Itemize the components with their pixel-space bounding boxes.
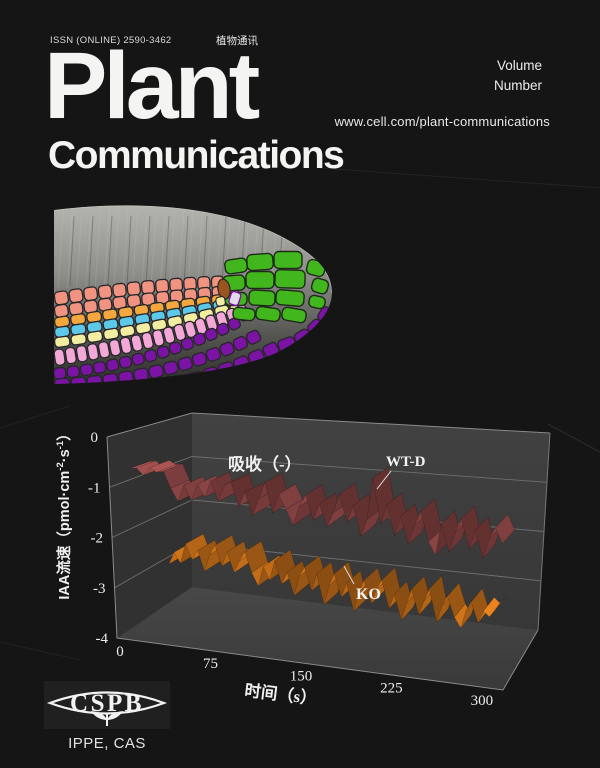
y-label-sup-1: -1: [55, 440, 67, 450]
y-label-text2: ·s: [57, 449, 73, 463]
svg-text:-4: -4: [96, 631, 109, 647]
ribbon-ko: [168, 533, 506, 629]
journal-title-line2: Communications: [48, 134, 345, 178]
affiliation-label: IPPE, CAS: [68, 735, 146, 752]
volume-number-block: Volume Number: [494, 56, 542, 95]
journal-title: Plant Communications: [44, 33, 345, 178]
y-label-text3: ）: [57, 426, 73, 441]
cell-layer-rootcap-2: [54, 329, 262, 384]
y-label-sup-2: -2: [55, 462, 67, 471]
number-label: Number: [493, 77, 542, 93]
cspb-logo: CSPB: [44, 681, 170, 729]
volume-label: Volume: [496, 58, 542, 73]
ribbon-wt-d: [129, 460, 515, 560]
series-label-wt-d: WT-D: [386, 454, 426, 470]
svg-text:-3: -3: [93, 581, 106, 597]
issn-label: ISSN (ONLINE) 2590-3462: [50, 35, 172, 46]
svg-text:150: 150: [290, 668, 313, 684]
striped-cell: [228, 290, 242, 307]
chart-axis-ticks: 0 -1 -2 -3 -4 0 75 150 225 300: [88, 430, 493, 709]
quiescent-center: [217, 278, 231, 300]
series-label-ko: KO: [356, 586, 381, 603]
svg-text:0: 0: [91, 430, 99, 446]
chart-y-axis-label: IAA流速（pmol·cm-2·s-1）: [53, 403, 75, 623]
journal-url: www.cell.com/plant-communications: [334, 114, 550, 129]
logo-lens-shape: [46, 691, 168, 715]
chart-annotation: 吸收（-）: [228, 454, 302, 474]
journal-title-line1: Plant: [44, 33, 260, 139]
svg-text:-1: -1: [88, 480, 101, 496]
logo-sprout-icon: [91, 711, 123, 726]
svg-text:300: 300: [471, 693, 494, 709]
svg-text:75: 75: [203, 656, 218, 672]
root-tip-figure: [54, 205, 332, 384]
y-label-text: IAA流速（pmol·cm: [57, 470, 73, 600]
svg-text:-2: -2: [91, 531, 104, 547]
logo-text: CSPB: [70, 690, 144, 717]
cell-layer-rootcap-1: [54, 317, 242, 380]
svg-text:225: 225: [380, 681, 403, 697]
svg-text:0: 0: [116, 644, 124, 660]
journal-name-chinese: 植物通讯: [216, 35, 258, 47]
root-body: [54, 205, 332, 384]
